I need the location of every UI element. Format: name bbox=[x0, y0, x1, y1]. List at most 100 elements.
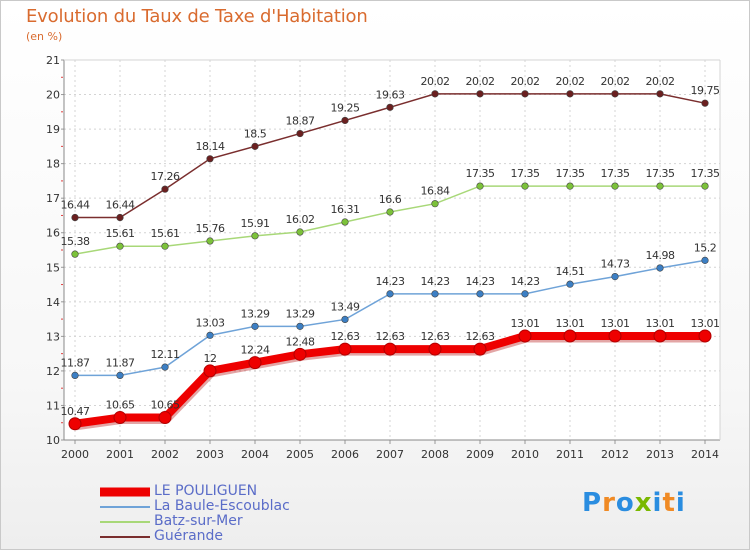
data-label: 13.49 bbox=[331, 300, 360, 313]
chart-title: Evolution du Taux de Taxe d'Habitation bbox=[26, 6, 368, 27]
logo-letter: o bbox=[615, 488, 635, 518]
data-label: 12.48 bbox=[286, 335, 315, 348]
data-point bbox=[296, 228, 304, 236]
data-point bbox=[68, 417, 82, 431]
data-label: 16.84 bbox=[421, 185, 450, 198]
data-label: 14.23 bbox=[511, 275, 540, 288]
data-point bbox=[518, 329, 532, 343]
data-point bbox=[701, 99, 709, 107]
x-tick-label: 2003 bbox=[196, 448, 224, 461]
legend-swatch bbox=[100, 487, 150, 496]
data-label: 14.23 bbox=[466, 275, 495, 288]
series-gu-rande: 16.44 16.44 17.26 18.14 18.5 18.87 19.25 19.63 2… bbox=[61, 75, 720, 222]
y-tick-label: 20 bbox=[46, 89, 60, 102]
x-tick-label: 2013 bbox=[646, 448, 674, 461]
data-point bbox=[251, 322, 259, 330]
data-label: 20.02 bbox=[511, 75, 540, 88]
data-label: 17.35 bbox=[691, 167, 720, 180]
data-point bbox=[476, 90, 484, 98]
data-point bbox=[71, 371, 79, 380]
y-tick-label: 16 bbox=[46, 227, 60, 240]
data-point bbox=[206, 155, 214, 163]
data-point bbox=[113, 411, 127, 425]
series-batz-sur-mer: 15.38 15.61 15.61 15.76 15.91 16.02 16.31 16.6 1… bbox=[61, 167, 720, 258]
data-label: 17.35 bbox=[466, 167, 495, 180]
data-point bbox=[71, 250, 79, 258]
data-label: 15.76 bbox=[196, 222, 225, 235]
data-point bbox=[206, 237, 214, 245]
data-label: 17.26 bbox=[151, 170, 180, 183]
data-label: 19.25 bbox=[331, 101, 360, 114]
data-label: 11.87 bbox=[106, 356, 135, 369]
data-point bbox=[248, 356, 262, 370]
y-tick-label: 12 bbox=[46, 365, 60, 378]
data-point bbox=[611, 273, 619, 281]
data-label: 13.03 bbox=[196, 316, 225, 329]
data-label: 15.61 bbox=[106, 227, 135, 240]
data-point bbox=[161, 242, 169, 250]
data-label: 12.63 bbox=[376, 330, 405, 343]
data-point bbox=[341, 116, 349, 125]
x-tick-label: 2008 bbox=[421, 448, 449, 461]
data-point bbox=[386, 208, 394, 216]
data-label: 13.29 bbox=[241, 307, 270, 320]
data-label: 15.38 bbox=[61, 235, 90, 248]
legend-label: LE POULIGUEN bbox=[154, 483, 258, 499]
proxiti-logo: Proxiti bbox=[582, 488, 686, 518]
legend-label: Batz-sur-Mer bbox=[154, 513, 243, 529]
data-label: 14.98 bbox=[646, 249, 675, 262]
data-label: 20.02 bbox=[466, 75, 495, 88]
data-point bbox=[611, 182, 619, 190]
data-point bbox=[386, 290, 394, 298]
x-tick-label: 2007 bbox=[376, 448, 404, 461]
data-label: 17.35 bbox=[646, 167, 675, 180]
series-la-baule-escoublac: 11.87 11.87 12.11 13.03 13.29 13.29 13.49 14.23… bbox=[61, 241, 717, 380]
data-label: 18.14 bbox=[196, 140, 225, 153]
data-point bbox=[431, 200, 439, 208]
data-point bbox=[608, 329, 622, 343]
data-label: 16.31 bbox=[331, 203, 360, 216]
x-tick-label: 2004 bbox=[241, 448, 269, 461]
data-point bbox=[296, 322, 304, 330]
x-tick-label: 2012 bbox=[601, 448, 629, 461]
logo-letter: i bbox=[675, 488, 686, 518]
x-tick-label: 2014 bbox=[691, 448, 719, 461]
x-tick-label: 2010 bbox=[511, 448, 539, 461]
data-point bbox=[656, 90, 664, 98]
legend-swatch bbox=[100, 505, 150, 508]
data-point bbox=[566, 280, 574, 288]
y-tick-label: 10 bbox=[46, 434, 60, 447]
data-label: 12.11 bbox=[151, 348, 180, 361]
data-point bbox=[521, 182, 529, 190]
data-label: 11.87 bbox=[61, 356, 90, 369]
data-point bbox=[158, 411, 172, 425]
data-label: 13.01 bbox=[601, 317, 630, 330]
data-point bbox=[476, 290, 484, 298]
data-label: 15.91 bbox=[241, 217, 270, 230]
y-tick-label: 11 bbox=[46, 399, 60, 412]
data-label: 20.02 bbox=[601, 75, 630, 88]
data-point bbox=[251, 232, 259, 240]
x-tick-label: 2002 bbox=[151, 448, 179, 461]
y-tick-label: 15 bbox=[46, 261, 60, 274]
data-label: 18.5 bbox=[244, 127, 267, 140]
data-point bbox=[476, 182, 484, 190]
data-point bbox=[521, 290, 529, 298]
data-label: 10.65 bbox=[106, 399, 135, 412]
y-tick-label: 18 bbox=[46, 158, 60, 171]
data-point bbox=[566, 182, 574, 190]
data-label: 20.02 bbox=[556, 75, 585, 88]
data-label: 19.63 bbox=[376, 88, 405, 101]
data-label: 17.35 bbox=[556, 167, 585, 180]
data-label: 13.01 bbox=[556, 317, 585, 330]
data-point bbox=[296, 129, 304, 138]
y-tick-label: 13 bbox=[46, 330, 60, 343]
data-point bbox=[431, 90, 439, 98]
data-label: 13.01 bbox=[646, 317, 675, 330]
data-point bbox=[161, 185, 169, 193]
data-point bbox=[386, 103, 394, 111]
data-point bbox=[161, 363, 169, 371]
data-point bbox=[698, 329, 712, 343]
data-point bbox=[116, 371, 124, 380]
data-label: 14.73 bbox=[601, 258, 630, 271]
